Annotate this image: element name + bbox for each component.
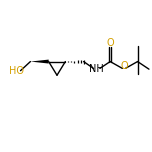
Text: O: O bbox=[120, 61, 128, 71]
Text: O: O bbox=[106, 38, 114, 48]
Polygon shape bbox=[30, 60, 49, 64]
Text: HO: HO bbox=[9, 66, 24, 76]
Text: NH: NH bbox=[89, 64, 104, 74]
